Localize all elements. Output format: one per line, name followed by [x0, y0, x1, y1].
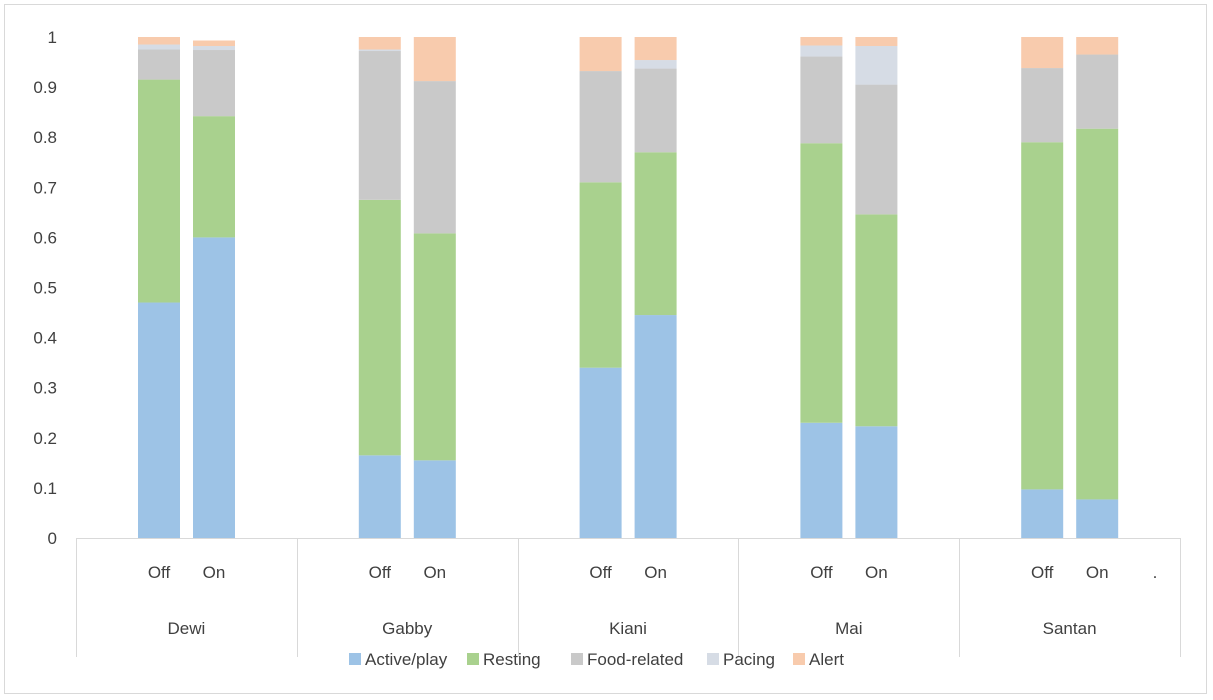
bar-segment-resting	[358, 199, 401, 456]
bar-segment-food-related	[579, 71, 622, 183]
legend-swatch	[793, 653, 805, 665]
condition-label: On	[644, 563, 667, 582]
bar-segment-pacing	[358, 49, 401, 52]
stray-label: .	[1153, 563, 1158, 582]
y-tick-label: 0.8	[33, 128, 57, 147]
bar-segment-resting	[800, 143, 843, 423]
bar-segment-alert	[1076, 37, 1119, 55]
condition-label: Off	[369, 563, 392, 582]
group-label: Gabby	[382, 619, 433, 638]
y-tick-label: 0.6	[33, 228, 57, 247]
condition-label: On	[423, 563, 446, 582]
bar-segment-alert	[855, 37, 898, 47]
bar-segment-active-play	[358, 455, 401, 538]
bar-segment-food-related	[800, 56, 843, 144]
bar-segment-active-play	[138, 302, 180, 538]
bar-segment-resting	[138, 79, 180, 303]
bar-segment-alert	[1021, 37, 1064, 69]
bar-segment-alert	[800, 37, 843, 46]
bar-segment-active-play	[855, 426, 898, 538]
bar-segment-food-related	[358, 51, 401, 200]
legend-swatch	[349, 653, 361, 665]
y-tick-label: 0.2	[33, 429, 57, 448]
bar-segment-active-play	[1076, 499, 1119, 538]
bar-segment-resting	[634, 152, 677, 316]
bar-segment-pacing	[855, 46, 898, 85]
y-tick-label: 0	[48, 529, 57, 548]
legend-label: Alert	[809, 650, 844, 669]
bar-segment-resting	[413, 233, 456, 461]
bar-segment-active-play	[800, 422, 843, 538]
y-tick-label: 0.3	[33, 379, 57, 398]
condition-label: Off	[1031, 563, 1054, 582]
bar-segment-resting	[1021, 142, 1064, 490]
bar-segment-resting	[579, 182, 622, 368]
bar-segment-food-related	[634, 68, 677, 153]
bar-segment-alert	[358, 37, 401, 50]
condition-label: Off	[810, 563, 833, 582]
bar-segment-pacing	[800, 45, 843, 57]
condition-label: On	[865, 563, 888, 582]
bar-segment-food-related	[413, 81, 456, 234]
bar-segment-food-related	[138, 49, 180, 80]
y-tick-label: 0.9	[33, 78, 57, 97]
bar-segment-resting	[855, 214, 898, 427]
bar-segment-resting	[193, 116, 235, 238]
bar-segment-alert	[579, 37, 622, 72]
condition-label: Off	[589, 563, 612, 582]
y-tick-label: 1	[48, 28, 57, 47]
group-label: Dewi	[168, 619, 206, 638]
bar-segment-pacing	[634, 60, 677, 69]
bar-segment-active-play	[634, 315, 677, 538]
condition-label: On	[1086, 563, 1109, 582]
bar-segment-pacing	[138, 44, 180, 50]
y-tick-label: 0.5	[33, 279, 57, 298]
bar-segment-food-related	[855, 84, 898, 215]
group-label: Kiani	[609, 619, 647, 638]
chart-container: 0 0.1 0.2 0.3 0.4 0.5 0.6 0.7 0.8 0.9 1 Off On Dewi Of…	[4, 4, 1207, 694]
bar-segment-alert	[413, 37, 456, 82]
stacked-bar-chart: 0 0.1 0.2 0.3 0.4 0.5 0.6 0.7 0.8 0.9 1 Off On Dewi Of…	[33, 28, 1181, 669]
group-label: Mai	[835, 619, 862, 638]
bar-segment-active-play	[193, 237, 235, 538]
bar-segment-active-play	[579, 367, 622, 538]
bar-segment-food-related	[1076, 54, 1119, 129]
legend-swatch	[707, 653, 719, 665]
legend-swatch	[467, 653, 479, 665]
group-label: Santan	[1043, 619, 1097, 638]
y-tick-label: 0.7	[33, 178, 57, 197]
bar-segment-active-play	[413, 460, 456, 538]
condition-label: On	[203, 563, 226, 582]
bar-segment-active-play	[1021, 489, 1064, 538]
y-tick-label: 0.1	[33, 479, 57, 498]
bar-segment-pacing	[193, 46, 235, 51]
condition-label: Off	[148, 563, 171, 582]
legend-label: Food-related	[587, 650, 683, 669]
bar-segment-food-related	[193, 50, 235, 117]
legend-label: Resting	[483, 650, 541, 669]
bar-segment-resting	[1076, 128, 1119, 500]
legend-label: Pacing	[723, 650, 775, 669]
bar-segment-alert	[634, 37, 677, 61]
bar-segment-alert	[193, 40, 235, 47]
bar-segment-food-related	[1021, 68, 1064, 143]
bar-segment-alert	[138, 37, 180, 45]
legend-swatch	[571, 653, 583, 665]
legend-label: Active/play	[365, 650, 448, 669]
y-tick-label: 0.4	[33, 329, 57, 348]
